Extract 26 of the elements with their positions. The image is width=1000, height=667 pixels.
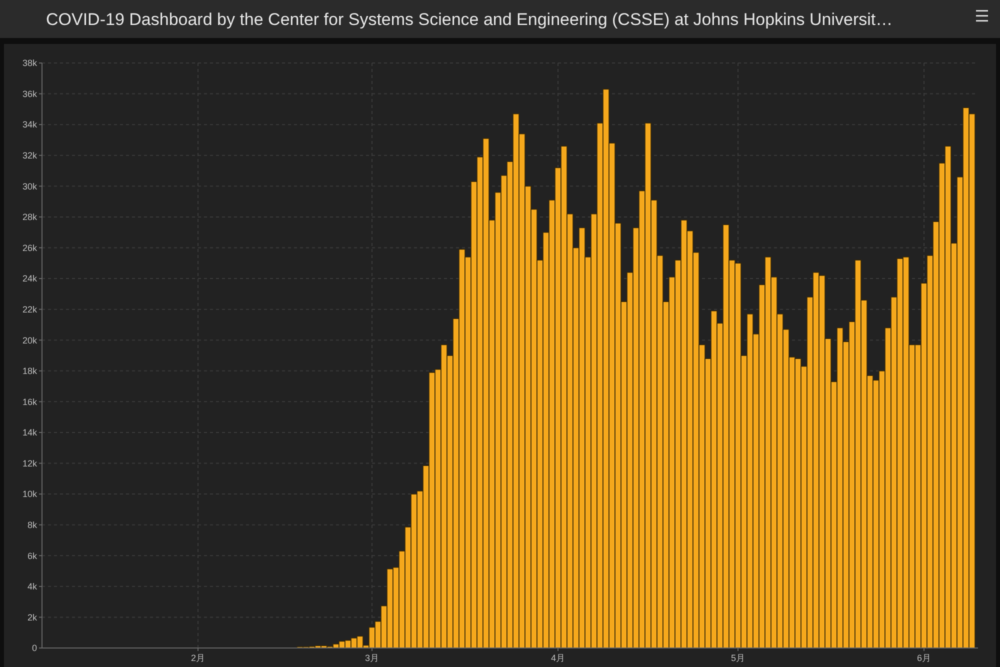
y-tick-label: 10k (22, 489, 38, 500)
y-tick-label: 28k (22, 212, 38, 222)
y-tick-label: 26k (22, 242, 38, 253)
y-tick-label: 0 (32, 643, 37, 654)
x-tick-label: 2月 (190, 653, 206, 663)
x-tick-label: 6月 (916, 653, 932, 663)
y-tick-label: 38k (22, 58, 38, 68)
y-tick-label: 2k (27, 612, 38, 622)
y-tick-label: 8k (27, 520, 38, 530)
y-tick-label: 24k (22, 274, 38, 284)
y-tick-label: 20k (22, 335, 38, 346)
x-tick-label: 3月 (364, 653, 380, 663)
y-tick-label: 32k (22, 150, 38, 161)
y-tick-label: 36k (22, 88, 38, 99)
y-tick-label: 12k (22, 458, 38, 468)
y-tick-label: 34k (22, 120, 38, 130)
y-tick-label: 14k (22, 428, 38, 438)
x-tick-label: 4月 (550, 653, 566, 663)
y-tick-label: 16k (22, 396, 38, 407)
y-tick-label: 4k (27, 582, 38, 592)
y-tick-label: 30k (22, 181, 38, 192)
chart-title: COVID-19 Dashboard by the Center for Systems Science and Engineering (CSSE) at Johns Hopkins Universit… (46, 10, 893, 29)
y-tick-label: 22k (22, 304, 38, 314)
x-tick-label: 5月 (730, 653, 746, 663)
y-tick-label: 6k (27, 550, 38, 561)
y-tick-label: 18k (22, 366, 38, 376)
